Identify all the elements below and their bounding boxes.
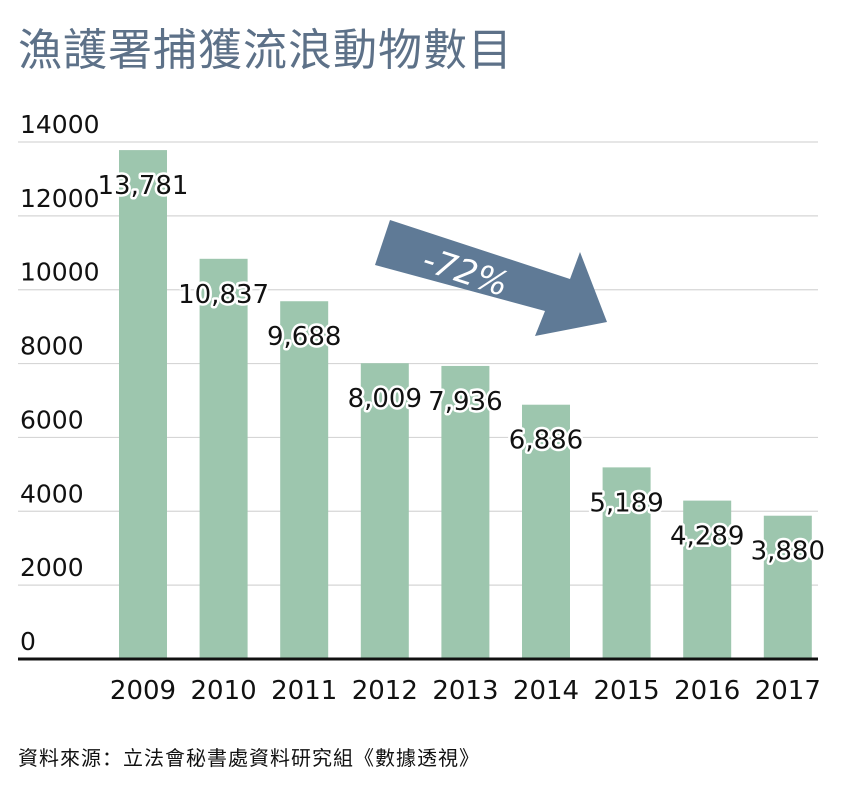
data-label: 4,289 (670, 522, 744, 552)
bar-chart: 0 2000 4000 6000 8000 10000 12000 14000 2009 201… (18, 110, 828, 706)
data-label: 10,837 (178, 280, 269, 310)
x-tick-label: 2012 (352, 676, 418, 706)
x-tick-label: 2013 (432, 676, 498, 706)
data-label: 3,880 (751, 537, 825, 567)
bar (199, 258, 248, 659)
data-label: 8,009 (348, 384, 422, 414)
y-tick-label: 4000 (20, 479, 84, 508)
x-tick-label: 2017 (755, 676, 821, 706)
data-label: 9,688 (267, 322, 341, 352)
y-tick-label: 2000 (20, 553, 84, 582)
x-axis-ticks: 2009 2010 2011 2012 2013 2014 2015 2016 2017 (110, 676, 821, 706)
source-note: 資料來源：立法會秘書處資料研究組《數據透視》 (18, 746, 480, 770)
data-label: 5,189 (589, 488, 663, 518)
bar (683, 500, 732, 659)
x-tick-label: 2016 (674, 676, 740, 706)
data-label: 6,886 (509, 426, 583, 456)
bar (280, 301, 329, 659)
y-tick-label: 8000 (20, 332, 84, 361)
bar (441, 365, 490, 659)
bars (119, 150, 812, 660)
y-tick-label: 0 (20, 627, 36, 656)
bar (522, 404, 570, 659)
x-tick-label: 2011 (271, 676, 337, 706)
data-label: 13,781 (98, 171, 189, 201)
chart-title: 漁護署捕獲流浪動物數目 (18, 25, 513, 76)
y-tick-label: 6000 (20, 405, 84, 434)
bar (763, 515, 812, 659)
x-tick-label: 2014 (513, 676, 579, 706)
x-tick-label: 2010 (191, 676, 257, 706)
downward-arrow-icon (375, 220, 607, 336)
y-axis-ticks: 0 2000 4000 6000 8000 10000 12000 14000 (20, 110, 100, 656)
bar (602, 467, 651, 659)
y-tick-label: 12000 (20, 184, 100, 213)
data-label: 7,936 (428, 387, 502, 417)
bar (119, 150, 167, 660)
change-annotation: -72% (375, 220, 607, 336)
bar (360, 363, 409, 659)
y-tick-label: 14000 (20, 110, 100, 139)
x-tick-label: 2015 (594, 676, 660, 706)
y-tick-label: 10000 (20, 258, 100, 287)
x-tick-label: 2009 (110, 676, 176, 706)
